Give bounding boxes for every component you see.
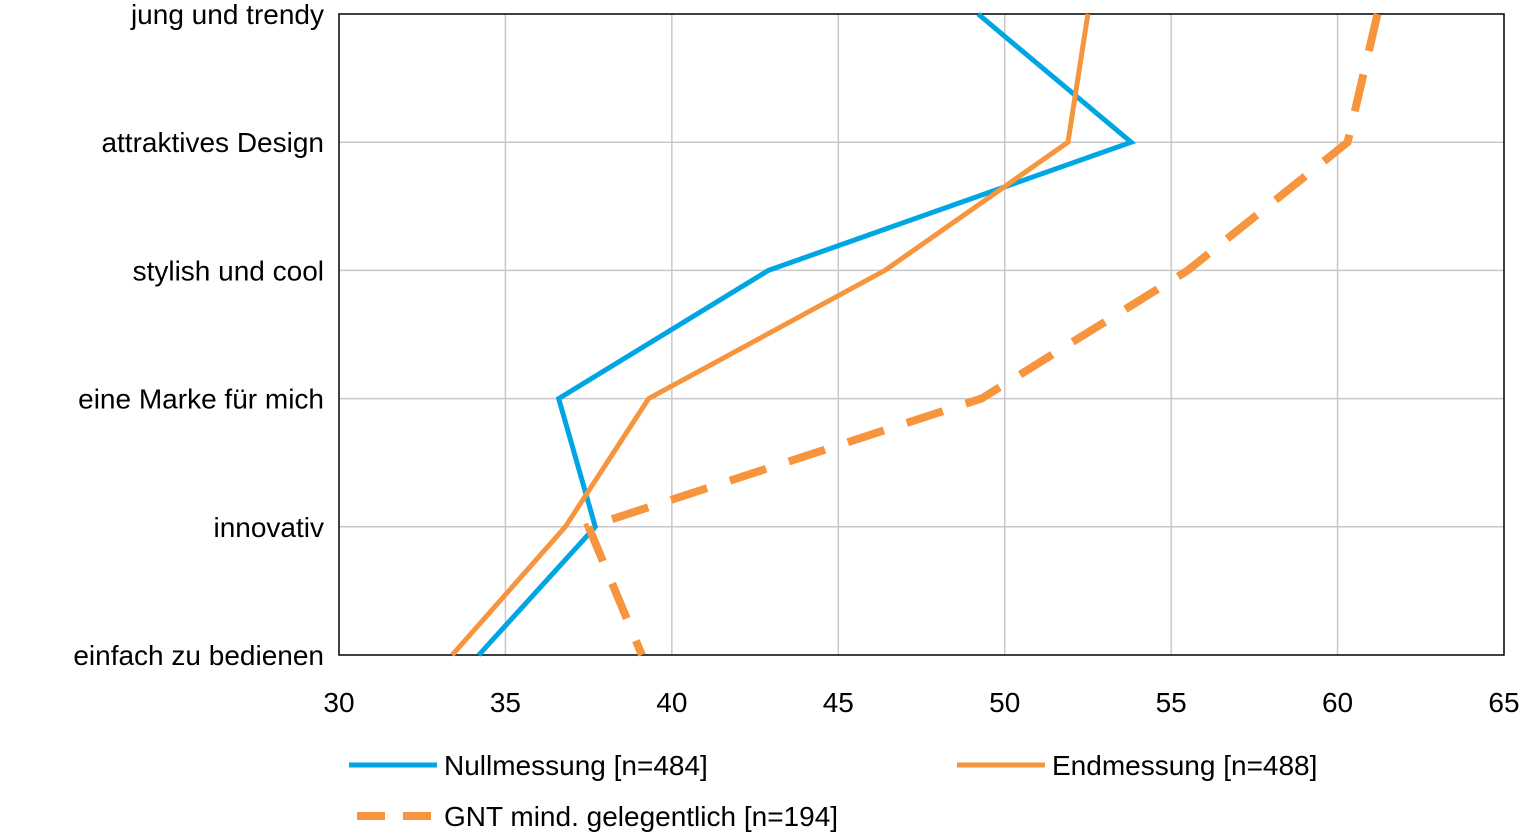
plot-area-frame: [338, 13, 1505, 656]
x-tick-label: 35: [490, 687, 521, 718]
x-tick-label: 50: [989, 687, 1020, 718]
grid: [339, 14, 1504, 655]
legend-label: Endmessung [n=488]: [1052, 750, 1317, 781]
category-label: eine Marke für mich: [78, 384, 324, 415]
series-line-3: [583, 13, 1382, 657]
category-label: innovativ: [213, 512, 324, 543]
x-tick-label: 30: [323, 687, 354, 718]
x-tick-label: 65: [1488, 687, 1519, 718]
x-tick-label: 55: [1156, 687, 1187, 718]
category-label: attraktives Design: [101, 127, 324, 158]
category-label: einfach zu bedienen: [73, 640, 324, 671]
x-tick-label: 40: [656, 687, 687, 718]
legend-label: Nullmessung [n=484]: [444, 750, 708, 781]
x-tick-label: 60: [1322, 687, 1353, 718]
x-tick-label: 45: [823, 687, 854, 718]
category-axis-labels: jung und trendy attraktives Design stylish…: [73, 0, 324, 671]
value-axis-tick-labels: 30 35 40 45 50 55 60 65: [323, 687, 1519, 718]
series-line-2: [450, 13, 1091, 657]
category-label: jung und trendy: [130, 0, 324, 30]
series-line-1: [476, 12, 1137, 657]
series-lines: [450, 12, 1382, 657]
legend: Nullmessung [n=484] Endmessung [n=488] GNT…: [349, 750, 1317, 832]
legend-label: GNT mind. gelegentlich [n=194]: [444, 801, 838, 832]
category-label: stylish und cool: [133, 255, 324, 286]
